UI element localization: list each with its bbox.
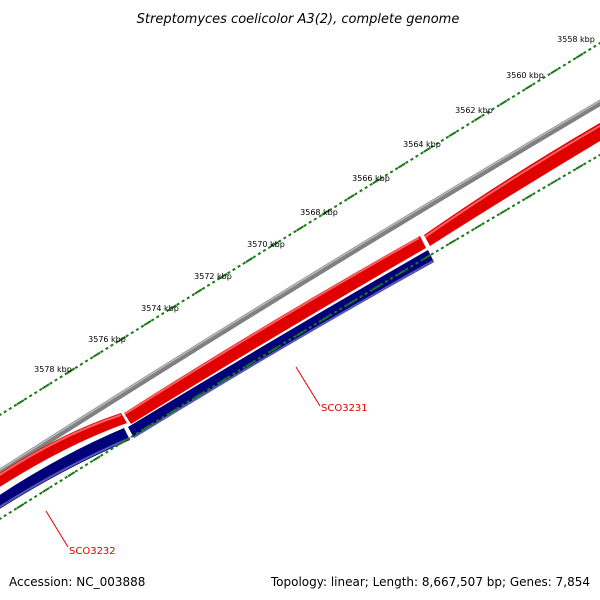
outer-ruler-ticks xyxy=(0,41,600,417)
genome-summary-text: Topology: linear; Length: 8,667,507 bp; … xyxy=(270,575,590,589)
gene-adjacent-forward[interactable] xyxy=(424,120,600,246)
gene-label-SCO3232[interactable]: SCO3232 xyxy=(69,546,116,557)
map-title: Streptomyces coelicolor A3(2), complete … xyxy=(137,12,460,27)
kbp-label-3568: 3568 kbp xyxy=(300,208,338,217)
kbp-label-3570: 3570 kbp xyxy=(247,240,285,249)
kbp-label-3564: 3564 kbp xyxy=(403,140,441,149)
gene-SCO3231-forward[interactable] xyxy=(124,236,426,424)
kbp-label-3574: 3574 kbp xyxy=(141,304,179,313)
kbp-label-3560: 3560 kbp xyxy=(506,71,544,80)
backbone-track xyxy=(0,99,600,476)
kbp-label-3572: 3572 kbp xyxy=(194,272,232,281)
accession-text: Accession: NC_003888 xyxy=(9,575,145,589)
kbp-label-3578: 3578 kbp xyxy=(34,365,72,374)
gene-reverse-2[interactable] xyxy=(128,250,434,438)
kbp-label-3576: 3576 kbp xyxy=(88,335,126,344)
kbp-label-3566: 3566 kbp xyxy=(352,174,390,183)
inner-ruler-ticks xyxy=(0,153,600,521)
kbp-label-3562: 3562 kbp xyxy=(455,106,493,115)
backbone-highlight xyxy=(0,100,600,471)
gene-label-SCO3231[interactable]: SCO3231 xyxy=(321,403,368,414)
gene-reverse-1[interactable] xyxy=(0,428,131,512)
kbp-label-3558: 3558 kbp xyxy=(557,35,595,44)
callout-SCO3231 xyxy=(295,366,321,407)
kbp-labels: 3558 kbp 3560 kbp 3562 kbp 3564 kbp 3566… xyxy=(34,35,595,374)
gene-SCO3232-forward[interactable] xyxy=(0,413,127,490)
callout-SCO3232 xyxy=(45,510,69,548)
